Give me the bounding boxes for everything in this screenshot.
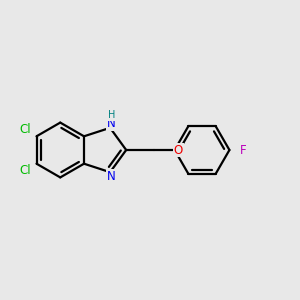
Text: F: F (240, 143, 246, 157)
Text: Cl: Cl (19, 164, 31, 177)
Text: H: H (108, 110, 115, 120)
Text: Cl: Cl (19, 123, 31, 136)
Text: O: O (174, 143, 183, 157)
Text: N: N (107, 169, 116, 182)
Text: N: N (107, 118, 116, 130)
